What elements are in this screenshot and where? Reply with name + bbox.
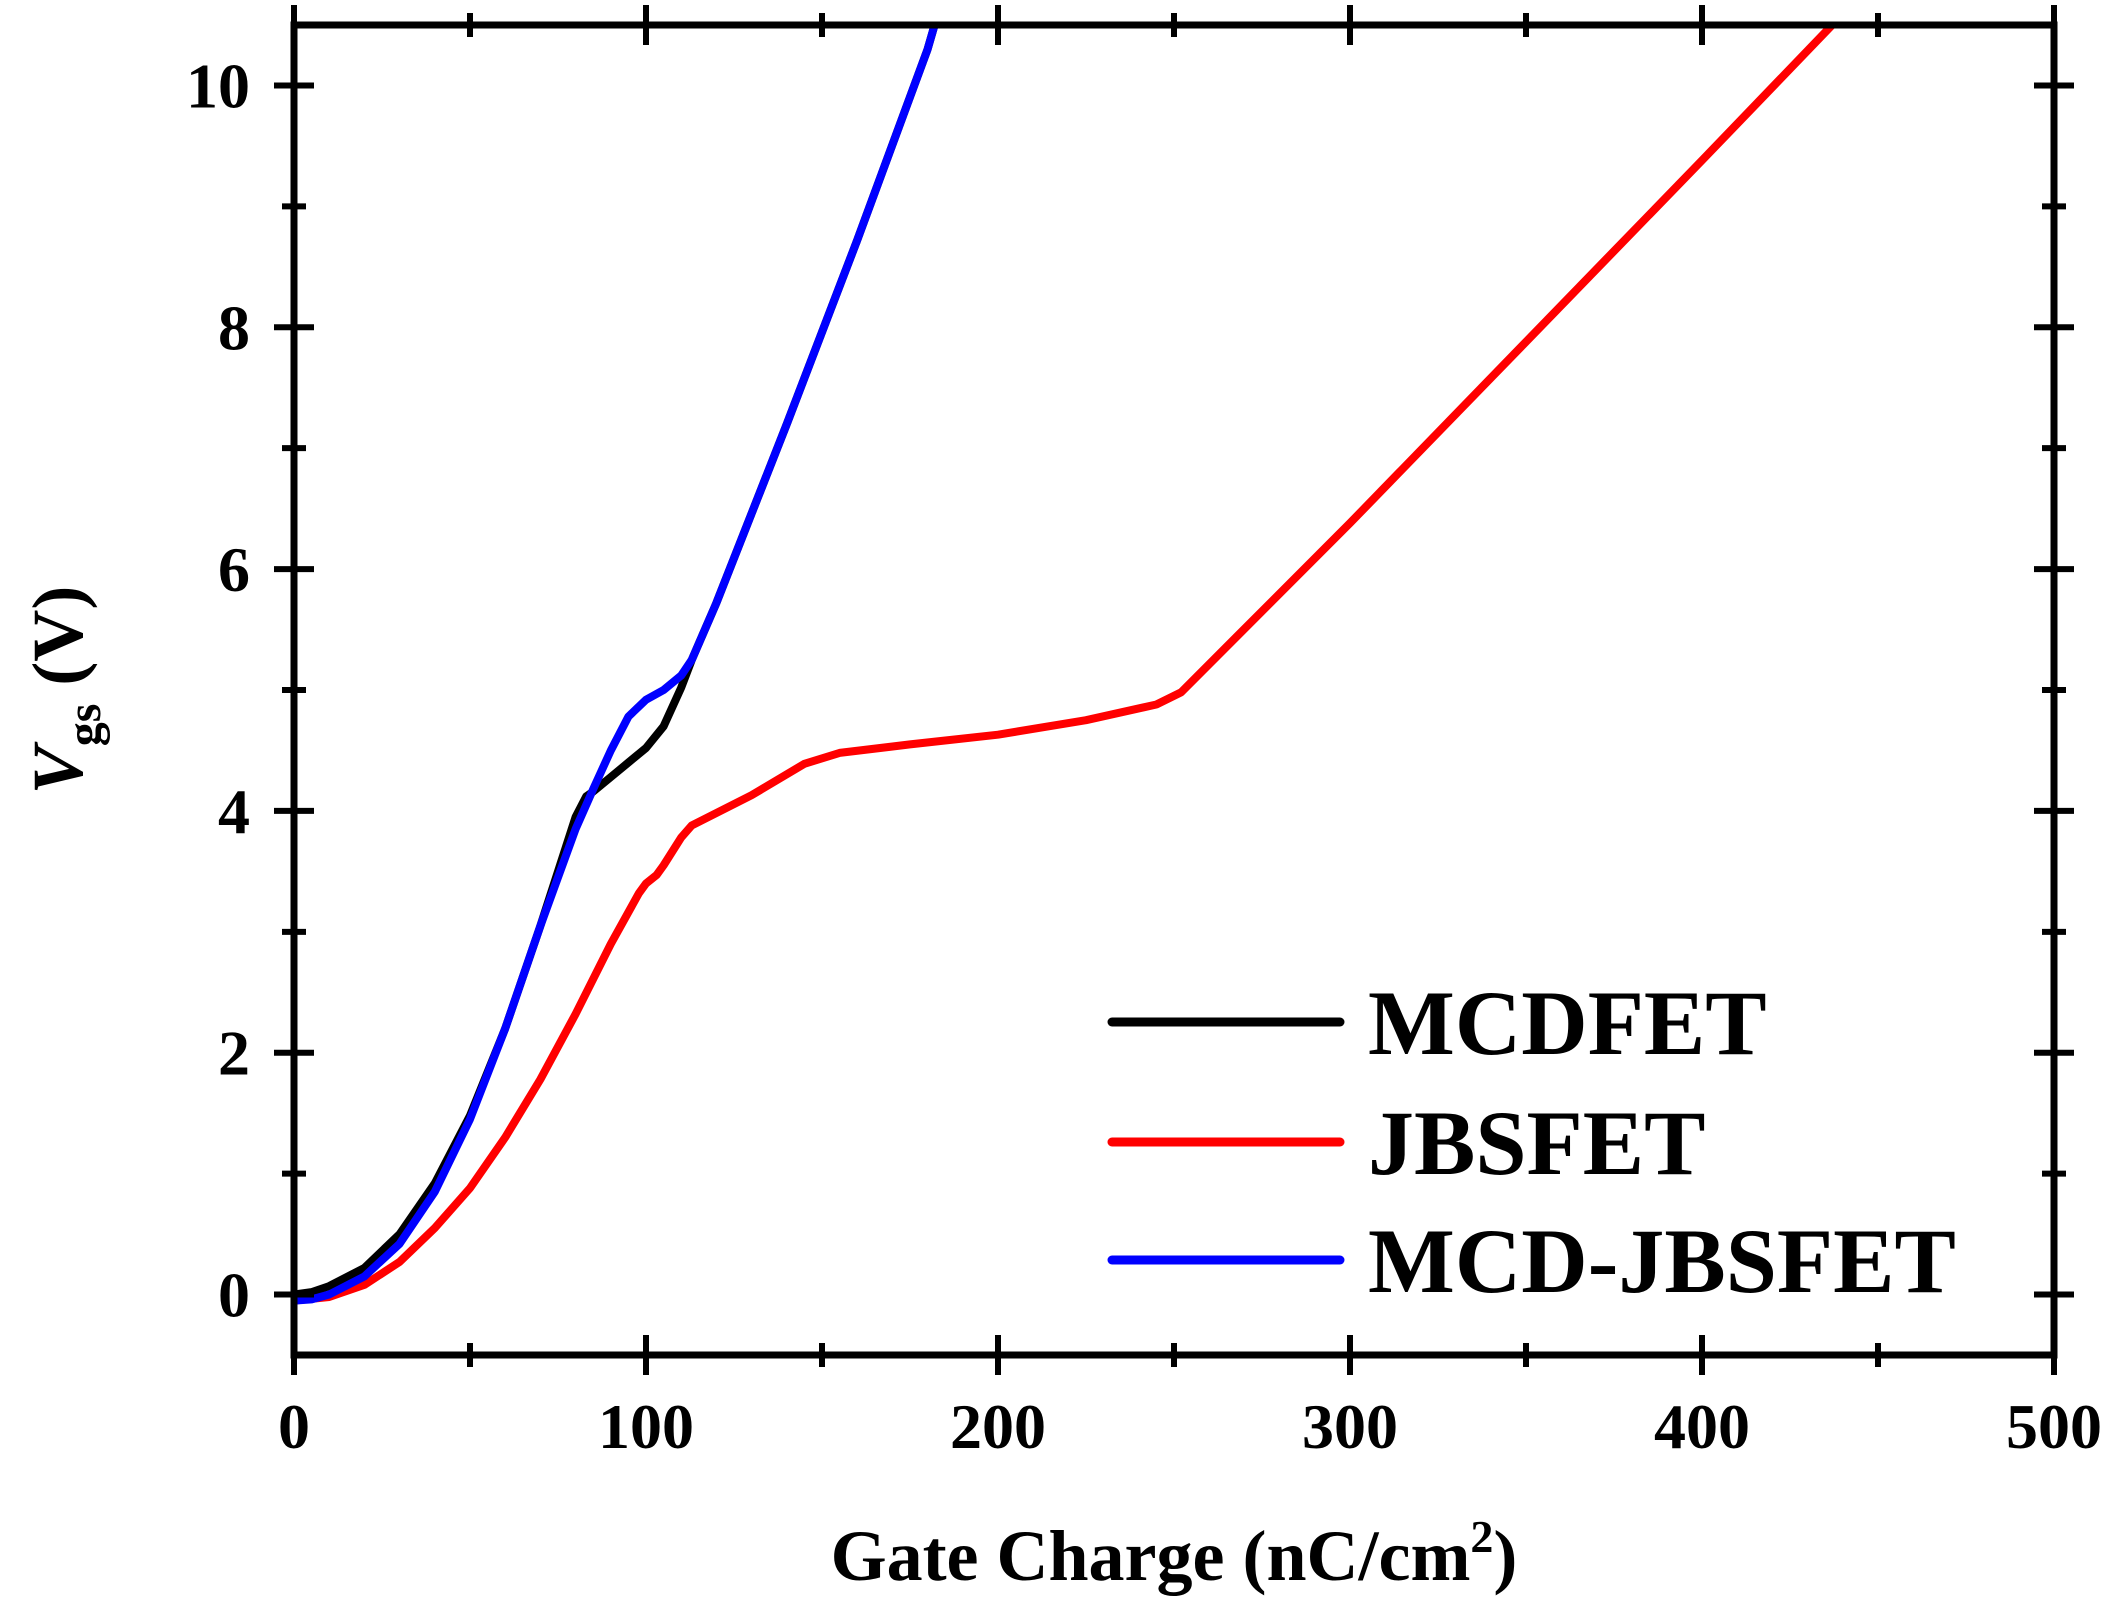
- legend: MCDFET JBSFET MCD-JBSFET: [1107, 972, 1956, 1312]
- y-tick-label: 8: [218, 292, 250, 363]
- x-axis-title: Gate Charge (nC/cm2): [831, 1511, 1518, 1596]
- y-tick-label: 0: [218, 1260, 250, 1331]
- series-line-jbsfet: [294, 25, 1837, 1305]
- x-tick-label: 400: [1654, 1391, 1750, 1462]
- plot-frame: [290, 21, 2058, 1359]
- y-axis-title: Vgs (V): [18, 586, 111, 795]
- series-line-mcd-jbsfet: [294, 25, 939, 1305]
- y-tick-label: 2: [218, 1018, 250, 1089]
- tick-labels-group: 0 100 200 300 400 500 0 2 4 6 8 10: [186, 50, 2102, 1462]
- x-tick-label: 300: [1302, 1391, 1398, 1462]
- x-tick-label: 0: [278, 1391, 310, 1462]
- x-tick-label: 100: [598, 1391, 694, 1462]
- series-line-mcdfet: [294, 25, 939, 1299]
- x-tick-label: 500: [2006, 1391, 2102, 1462]
- ticks-group: [274, 5, 2074, 1375]
- y-tick-label: 10: [186, 50, 250, 121]
- legend-label: JBSFET: [1368, 1092, 1705, 1194]
- y-tick-label: 6: [218, 534, 250, 605]
- x-tick-label: 200: [950, 1391, 1046, 1462]
- legend-label: MCD-JBSFET: [1368, 1210, 1956, 1312]
- y-tick-label: 4: [218, 776, 250, 847]
- series-group: [294, 25, 1837, 1305]
- legend-label: MCDFET: [1368, 972, 1767, 1074]
